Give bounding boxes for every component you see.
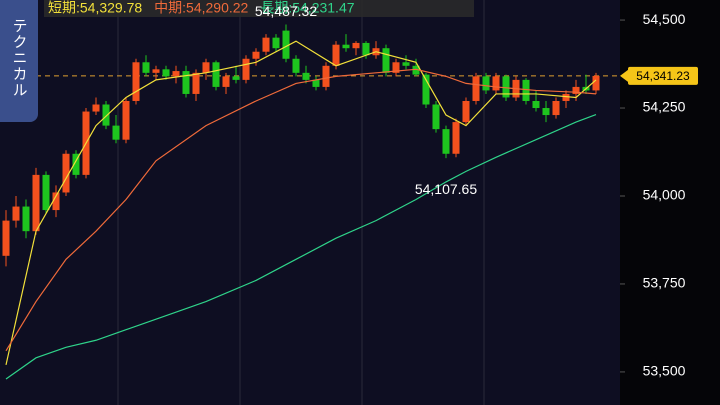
candle-body: [72, 153, 80, 175]
candle-body: [102, 104, 110, 126]
candle-body: [152, 69, 160, 73]
candle-body: [12, 206, 20, 221]
legend-entry: 中期:54,290.22: [154, 0, 248, 16]
candle-body: [232, 76, 240, 80]
candle-body: [202, 62, 210, 73]
candle-body: [2, 220, 10, 256]
candle-body: [452, 122, 460, 154]
candle-body: [542, 108, 550, 116]
candle-body: [92, 104, 100, 112]
candle-body: [482, 76, 490, 91]
candle-body: [532, 100, 540, 109]
candle-body: [242, 58, 250, 80]
technical-tab[interactable]: テクニカル: [0, 0, 38, 122]
candle-body: [332, 44, 340, 66]
plot-bg: [0, 0, 620, 405]
ma-line: [5, 68, 597, 352]
candle-body: [22, 206, 30, 232]
y-tick-label: 54,500: [643, 11, 686, 27]
candle-body: [182, 71, 190, 94]
candle-body: [562, 93, 570, 101]
candle-body: [42, 174, 50, 211]
y-tick-label: 53,750: [643, 275, 686, 291]
candle-body: [402, 62, 410, 66]
candle-body: [32, 174, 40, 232]
candle-body: [442, 129, 450, 154]
candle-body: [302, 72, 310, 80]
y-tick-label: 53,500: [643, 363, 686, 379]
annotation: 54,487.32: [255, 3, 317, 19]
candle-body: [262, 37, 270, 52]
candle-body: [122, 100, 130, 140]
candle-body: [342, 44, 350, 49]
legend-bg: [44, 0, 474, 17]
candle-body: [572, 86, 580, 94]
candle-body: [422, 74, 430, 105]
candle-body: [552, 100, 560, 116]
candle-body: [362, 42, 370, 56]
legend-entry: 長期:54,231.47: [260, 0, 354, 16]
legend-entry: 短期:54,329.78: [48, 0, 142, 16]
candle-body: [52, 192, 60, 211]
candle-body: [522, 79, 530, 101]
candle-body: [492, 76, 500, 91]
price-label-bg: [628, 66, 698, 85]
annotation: 54,107.65: [415, 181, 477, 197]
y-tick-label: 54,000: [643, 187, 686, 203]
current-price-label: 54,341.23: [636, 69, 690, 83]
candle-body: [412, 65, 420, 75]
candle-body: [282, 30, 290, 59]
candle-body: [252, 51, 260, 59]
ma-line: [5, 113, 597, 380]
y-tick-label: 54,250: [643, 99, 686, 115]
candle-body: [222, 76, 230, 87]
price-label-arrow: [620, 69, 628, 82]
candle-body: [212, 62, 220, 87]
candle-body: [432, 104, 440, 130]
candle-body: [142, 62, 150, 73]
candle-body: [62, 153, 70, 193]
candle-body: [592, 75, 600, 91]
candle-body: [502, 76, 510, 98]
candle-body: [112, 125, 120, 140]
candle-body: [192, 72, 200, 94]
candle-body: [132, 62, 140, 101]
candle-body: [472, 76, 480, 101]
candle-body: [352, 42, 360, 49]
candle-body: [312, 79, 320, 87]
candle-body: [172, 71, 180, 77]
candle-body: [392, 62, 400, 73]
candle-body: [272, 37, 280, 49]
candle-body: [292, 58, 300, 73]
ma-line: [5, 40, 597, 366]
candle-body: [322, 65, 330, 87]
candle-body: [162, 69, 170, 77]
candle-body: [462, 100, 470, 123]
candle-body: [382, 48, 390, 73]
